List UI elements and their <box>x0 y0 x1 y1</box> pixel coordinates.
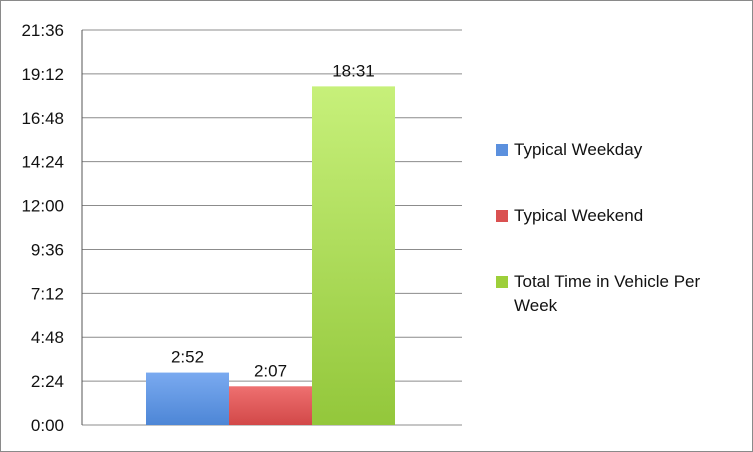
y-tick-label: 21:36 <box>21 21 64 40</box>
y-tick-label: 16:48 <box>21 109 64 128</box>
y-tick-label: 2:24 <box>31 372 64 391</box>
bar-typical-weekend <box>229 386 312 425</box>
data-labels: 2:52 2:07 18:31 <box>171 61 375 380</box>
y-axis-tick-labels: 0:00 2:24 4:48 7:12 9:36 12:00 14:24 16:48 19:12… <box>21 21 64 435</box>
legend-swatch-red <box>496 210 508 222</box>
legend-label: Total Time in Vehicle Per Week <box>514 272 701 315</box>
y-tick-label: 14:24 <box>21 153 64 172</box>
bar-typical-weekday <box>146 372 229 425</box>
legend-swatch-blue <box>496 144 508 156</box>
data-label: 18:31 <box>332 61 375 80</box>
legend-item-total-time: Total Time in Vehicle Per Week <box>496 270 724 318</box>
y-tick-label: 0:00 <box>31 416 64 435</box>
y-tick-label: 9:36 <box>31 240 64 259</box>
y-tick-label: 12:00 <box>21 197 64 216</box>
y-tick-label: 4:48 <box>31 328 64 347</box>
bars <box>146 86 395 425</box>
legend-swatch-green <box>496 276 508 288</box>
data-label: 2:52 <box>171 348 204 367</box>
y-tick-label: 19:12 <box>21 65 64 84</box>
legend-item-typical-weekday: Typical Weekday <box>496 138 724 162</box>
bar-total-time-in-vehicle-per-week <box>312 86 395 425</box>
data-label: 2:07 <box>254 361 287 380</box>
y-tick-label: 7:12 <box>31 284 64 303</box>
legend-label: Typical Weekend <box>514 206 644 225</box>
legend-item-typical-weekend: Typical Weekend <box>496 204 724 228</box>
legend-label: Typical Weekday <box>514 140 643 159</box>
